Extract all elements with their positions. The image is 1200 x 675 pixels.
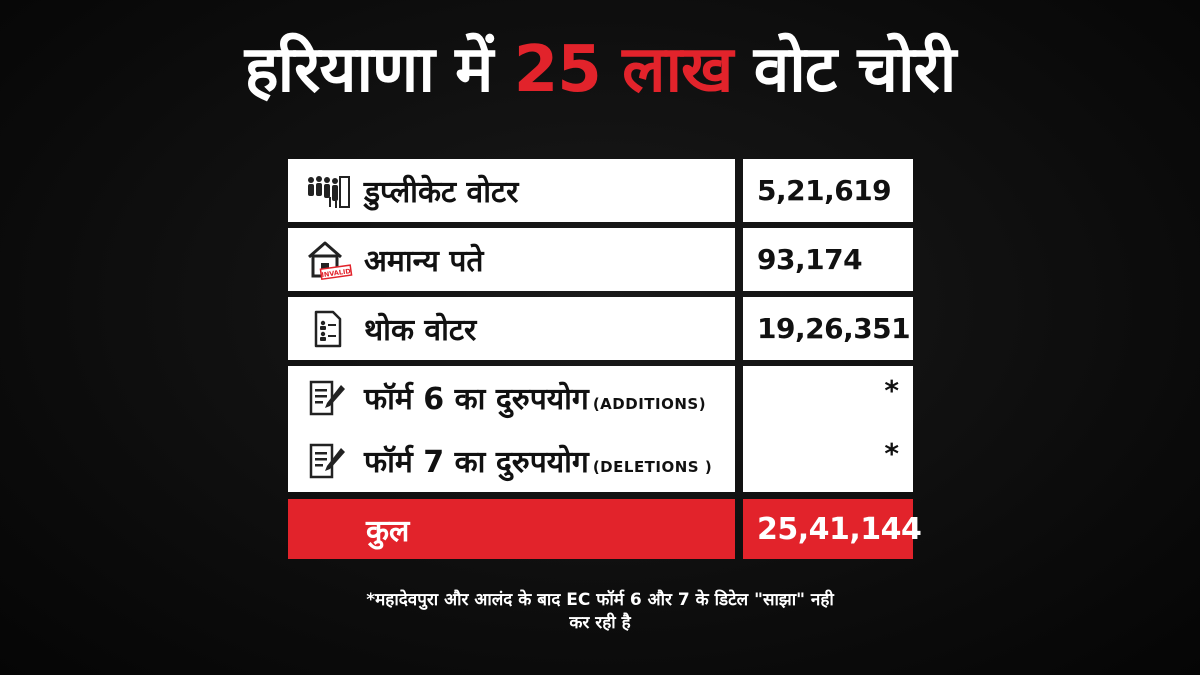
row-value-cell: * [743, 366, 913, 429]
row-label: थोक वोटर [364, 313, 477, 348]
row-label-main: फॉर्म 7 का दुरुपयोग [364, 445, 589, 480]
headline-highlight: 25 लाख [513, 33, 734, 107]
total-value-cell: 25,41,144 [743, 499, 922, 559]
headline-part2: वोट चोरी [732, 33, 957, 107]
row-value-cell: * [743, 429, 913, 492]
form-pencil-icon [302, 376, 354, 420]
row-label-cell: INVALID अमान्य पते [288, 228, 735, 291]
row-label-sub: (DELETIONS ) [592, 458, 713, 476]
total-label-cell: कुल [288, 499, 735, 559]
row-label-cell: फॉर्म 7 का दुरुपयोग (DELETIONS ) [288, 429, 735, 492]
table-row: थोक वोटर 19,26,351 [288, 297, 913, 360]
row-value-cell: 5,21,619 [743, 159, 913, 222]
row-value: 93,174 [757, 243, 863, 276]
row-label: डुप्लीकेट वोटर [364, 175, 519, 210]
table-row: फॉर्म 7 का दुरुपयोग (DELETIONS ) * [288, 429, 913, 492]
table-row: INVALID अमान्य पते 93,174 [288, 228, 913, 291]
footnote-line2: कर रही है [569, 612, 631, 633]
row-label-cell: थोक वोटर [288, 297, 735, 360]
table-row: फॉर्म 6 का दुरुपयोग (ADDITIONS) * [288, 366, 913, 429]
row-value: 5,21,619 [757, 174, 892, 207]
voter-list-document-icon [302, 307, 354, 351]
table-row: डुप्लीकेट वोटर 5,21,619 [288, 159, 913, 222]
row-label: अमान्य पते [364, 244, 484, 279]
row-value-cell: 19,26,351 [743, 297, 913, 360]
house-invalid-icon: INVALID [302, 238, 354, 282]
row-label: फॉर्म 6 का दुरुपयोग (ADDITIONS) [364, 377, 706, 418]
total-value: 25,41,144 [757, 511, 922, 547]
row-label-cell: डुप्लीकेट वोटर [288, 159, 735, 222]
headline: हरियाणा में 25 लाख वोट चोरी [0, 33, 1200, 108]
row-label: फॉर्म 7 का दुरुपयोग (DELETIONS ) [364, 440, 712, 481]
footnote: *महादेवपुरा और आलंद के बाद EC फॉर्म 6 और… [300, 589, 900, 635]
row-value-asterisk: * [884, 374, 899, 407]
people-queue-icon [302, 169, 354, 213]
row-label-sub: (ADDITIONS) [592, 395, 707, 413]
total-row: कुल 25,41,144 [288, 499, 922, 559]
total-label: कुल [366, 513, 410, 549]
row-label-main: फॉर्म 6 का दुरुपयोग [364, 382, 589, 417]
footnote-line1: *महादेवपुरा और आलंद के बाद EC फॉर्म 6 और… [366, 590, 834, 610]
row-label-cell: फॉर्म 6 का दुरुपयोग (ADDITIONS) [288, 366, 735, 429]
row-value-cell: 93,174 [743, 228, 913, 291]
row-value: 19,26,351 [757, 312, 911, 345]
form-pencil-icon [302, 439, 354, 483]
headline-part1: हरियाणा में [244, 33, 514, 107]
row-value-asterisk: * [884, 437, 899, 470]
